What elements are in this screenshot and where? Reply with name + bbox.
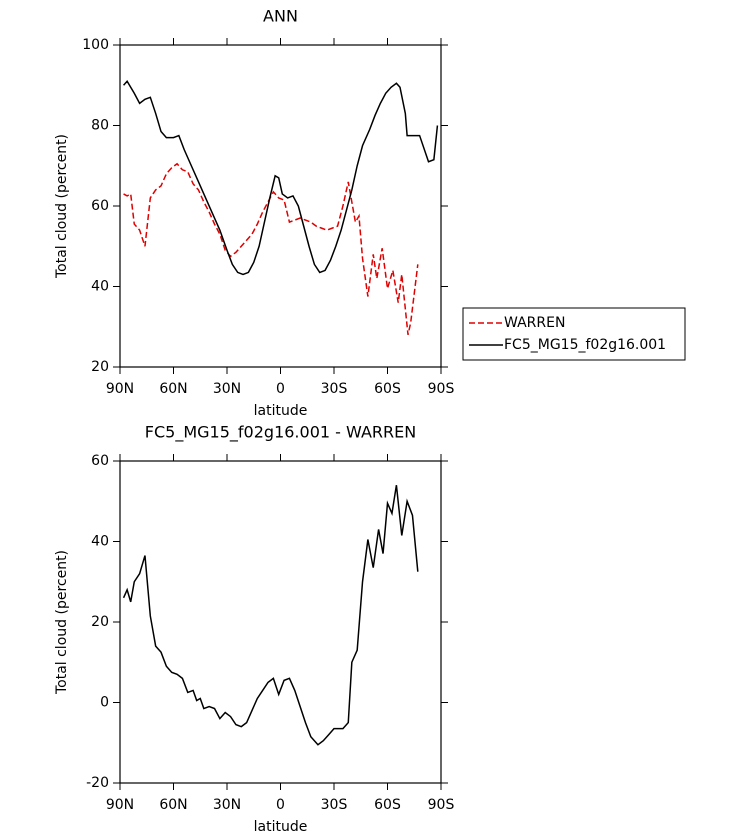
data-line (123, 162, 419, 335)
legend-label: WARREN (504, 315, 565, 331)
y-tick-label: 20 (91, 359, 109, 375)
data-line (123, 79, 439, 276)
y-tick-label: 100 (82, 37, 109, 53)
y-tick-label: 20 (91, 614, 109, 630)
x-tick-label: 30N (213, 381, 241, 397)
y-axis-label: Total cloud (percent) (54, 134, 70, 279)
data-line (122, 485, 419, 746)
x-tick-label: 60S (374, 381, 401, 397)
x-tick-label: 0 (276, 797, 285, 813)
x-tick-label: 60N (159, 381, 187, 397)
x-axis-label: latitude (254, 403, 308, 419)
legend-box (462, 307, 686, 361)
y-axis-label: Total cloud (percent) (54, 550, 70, 695)
x-tick-label: 30N (213, 797, 241, 813)
y-tick-label: -20 (86, 775, 109, 791)
y-tick-label: 60 (91, 453, 109, 469)
x-tick-label: 90N (106, 381, 134, 397)
y-tick-label: 40 (91, 279, 109, 295)
x-tick-label: 60S (374, 797, 401, 813)
x-tick-label: 90S (428, 381, 455, 397)
y-tick-label: 0 (100, 695, 109, 711)
chart-title: ANN (263, 7, 298, 26)
y-tick-label: 40 (91, 534, 109, 550)
x-tick-label: 30S (321, 797, 348, 813)
x-tick-label: 0 (276, 381, 285, 397)
x-tick-label: 90N (106, 797, 134, 813)
x-axis-label: latitude (254, 819, 308, 835)
plot-frame (119, 44, 442, 368)
x-tick-label: 60N (159, 797, 187, 813)
y-tick-label: 80 (91, 118, 109, 134)
y-tick-label: 60 (91, 198, 109, 214)
x-tick-label: 30S (321, 381, 348, 397)
legend-label: FC5_MG15_f02g16.001 (504, 337, 666, 353)
x-tick-label: 90S (428, 797, 455, 813)
chart-title: FC5_MG15_f02g16.001 - WARREN (145, 423, 416, 443)
